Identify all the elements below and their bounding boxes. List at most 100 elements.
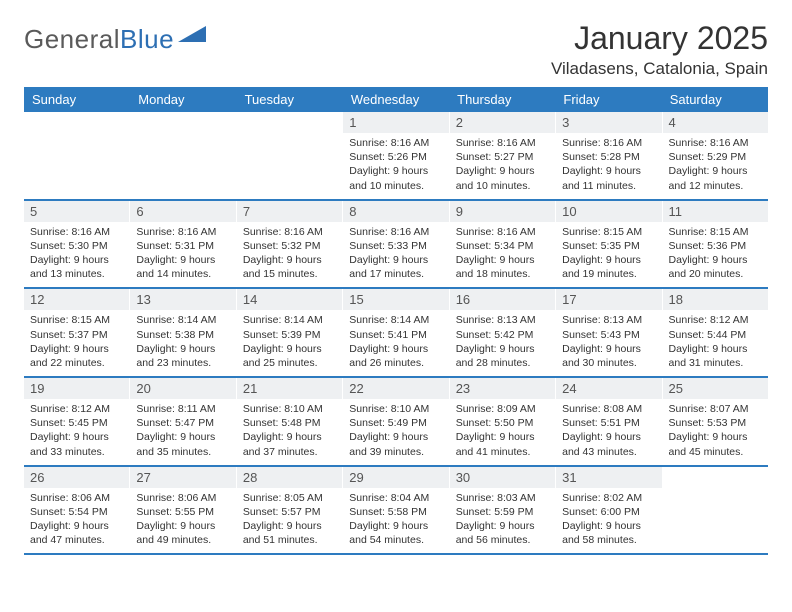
sunset-line: Sunset: 5:48 PM	[243, 416, 336, 430]
calendar-header-row: Sunday Monday Tuesday Wednesday Thursday…	[24, 87, 768, 112]
sunrise-value: 8:03 AM	[497, 492, 536, 504]
daylight-value: 9 hours and 25 minutes.	[243, 343, 322, 369]
sunrise-value: 8:09 AM	[497, 403, 536, 415]
sunset-line: Sunset: 5:58 PM	[349, 505, 442, 519]
day-cell: 14Sunrise: 8:14 AMSunset: 5:39 PMDayligh…	[237, 289, 343, 376]
calendar-body: 1Sunrise: 8:16 AMSunset: 5:26 PMDaylight…	[24, 112, 768, 555]
day-cell: 9Sunrise: 8:16 AMSunset: 5:34 PMDaylight…	[450, 201, 556, 288]
weekday-header: Thursday	[449, 87, 555, 112]
daylight-value: 9 hours and 11 minutes.	[562, 165, 641, 191]
daylight-line: Daylight: 9 hours and 56 minutes.	[456, 519, 549, 547]
day-details: Sunrise: 8:06 AMSunset: 5:54 PMDaylight:…	[24, 488, 129, 554]
day-details: Sunrise: 8:03 AMSunset: 5:59 PMDaylight:…	[450, 488, 555, 554]
sunrise-value: 8:13 AM	[497, 314, 536, 326]
day-details: Sunrise: 8:08 AMSunset: 5:51 PMDaylight:…	[556, 399, 661, 465]
daylight-value: 9 hours and 12 minutes.	[669, 165, 748, 191]
sunset-line: Sunset: 5:39 PM	[243, 328, 336, 342]
day-number: 7	[237, 201, 342, 222]
sunrise-value: 8:04 AM	[391, 492, 430, 504]
sunset-value: 5:42 PM	[494, 329, 533, 341]
sunset-line: Sunset: 5:43 PM	[562, 328, 655, 342]
daylight-line: Daylight: 9 hours and 20 minutes.	[669, 253, 762, 281]
sunrise-value: 8:05 AM	[284, 492, 323, 504]
sunset-line: Sunset: 5:35 PM	[562, 239, 655, 253]
day-cell	[24, 112, 130, 199]
sunrise-value: 8:16 AM	[710, 137, 749, 149]
weekday-header: Sunday	[24, 87, 130, 112]
day-cell: 5Sunrise: 8:16 AMSunset: 5:30 PMDaylight…	[24, 201, 130, 288]
day-cell: 24Sunrise: 8:08 AMSunset: 5:51 PMDayligh…	[556, 378, 662, 465]
sunset-line: Sunset: 6:00 PM	[562, 505, 655, 519]
day-cell: 6Sunrise: 8:16 AMSunset: 5:31 PMDaylight…	[130, 201, 236, 288]
sunset-line: Sunset: 5:57 PM	[243, 505, 336, 519]
daylight-line: Daylight: 9 hours and 58 minutes.	[562, 519, 655, 547]
daylight-value: 9 hours and 30 minutes.	[562, 343, 641, 369]
day-number: 1	[343, 112, 448, 133]
day-cell: 2Sunrise: 8:16 AMSunset: 5:27 PMDaylight…	[450, 112, 556, 199]
weekday-header: Tuesday	[237, 87, 343, 112]
sunset-line: Sunset: 5:45 PM	[30, 416, 123, 430]
day-details: Sunrise: 8:10 AMSunset: 5:49 PMDaylight:…	[343, 399, 448, 465]
day-cell: 15Sunrise: 8:14 AMSunset: 5:41 PMDayligh…	[343, 289, 449, 376]
daylight-line: Daylight: 9 hours and 25 minutes.	[243, 342, 336, 370]
day-number: 18	[663, 289, 768, 310]
sunrise-line: Sunrise: 8:16 AM	[349, 136, 442, 150]
daylight-value: 9 hours and 14 minutes.	[136, 254, 215, 280]
sunrise-line: Sunrise: 8:13 AM	[562, 313, 655, 327]
day-details: Sunrise: 8:15 AMSunset: 5:36 PMDaylight:…	[663, 222, 768, 288]
day-details: Sunrise: 8:10 AMSunset: 5:48 PMDaylight:…	[237, 399, 342, 465]
day-cell: 29Sunrise: 8:04 AMSunset: 5:58 PMDayligh…	[343, 467, 449, 554]
sunrise-value: 8:15 AM	[604, 226, 643, 238]
sunset-line: Sunset: 5:44 PM	[669, 328, 762, 342]
day-details: Sunrise: 8:13 AMSunset: 5:42 PMDaylight:…	[450, 310, 555, 376]
sunrise-line: Sunrise: 8:16 AM	[456, 225, 549, 239]
sunset-value: 5:31 PM	[175, 240, 214, 252]
day-cell: 18Sunrise: 8:12 AMSunset: 5:44 PMDayligh…	[663, 289, 768, 376]
sunrise-line: Sunrise: 8:16 AM	[136, 225, 229, 239]
daylight-value: 9 hours and 19 minutes.	[562, 254, 641, 280]
daylight-line: Daylight: 9 hours and 19 minutes.	[562, 253, 655, 281]
weekday-header: Monday	[130, 87, 236, 112]
sunrise-value: 8:13 AM	[604, 314, 643, 326]
sunrise-line: Sunrise: 8:06 AM	[30, 491, 123, 505]
sunrise-value: 8:16 AM	[604, 137, 643, 149]
daylight-value: 9 hours and 51 minutes.	[243, 520, 322, 546]
daylight-value: 9 hours and 56 minutes.	[456, 520, 535, 546]
day-number: 14	[237, 289, 342, 310]
sunset-value: 6:00 PM	[601, 506, 640, 518]
sunrise-line: Sunrise: 8:15 AM	[30, 313, 123, 327]
sunrise-value: 8:10 AM	[284, 403, 323, 415]
day-cell: 21Sunrise: 8:10 AMSunset: 5:48 PMDayligh…	[237, 378, 343, 465]
sunrise-line: Sunrise: 8:16 AM	[562, 136, 655, 150]
day-details: Sunrise: 8:16 AMSunset: 5:33 PMDaylight:…	[343, 222, 448, 288]
day-details: Sunrise: 8:15 AMSunset: 5:37 PMDaylight:…	[24, 310, 129, 376]
sunrise-line: Sunrise: 8:10 AM	[349, 402, 442, 416]
weekday-header: Friday	[555, 87, 661, 112]
day-details: Sunrise: 8:06 AMSunset: 5:55 PMDaylight:…	[130, 488, 235, 554]
daylight-line: Daylight: 9 hours and 26 minutes.	[349, 342, 442, 370]
day-number: 13	[130, 289, 235, 310]
day-cell: 1Sunrise: 8:16 AMSunset: 5:26 PMDaylight…	[343, 112, 449, 199]
sunset-line: Sunset: 5:36 PM	[669, 239, 762, 253]
day-details: Sunrise: 8:09 AMSunset: 5:50 PMDaylight:…	[450, 399, 555, 465]
sunrise-value: 8:10 AM	[391, 403, 430, 415]
sunrise-value: 8:15 AM	[71, 314, 110, 326]
sunrise-line: Sunrise: 8:03 AM	[456, 491, 549, 505]
sunset-line: Sunset: 5:31 PM	[136, 239, 229, 253]
daylight-value: 9 hours and 41 minutes.	[456, 431, 535, 457]
daylight-value: 9 hours and 26 minutes.	[349, 343, 428, 369]
day-cell: 30Sunrise: 8:03 AMSunset: 5:59 PMDayligh…	[450, 467, 556, 554]
daylight-value: 9 hours and 17 minutes.	[349, 254, 428, 280]
sunrise-value: 8:11 AM	[178, 403, 216, 415]
day-number: 11	[663, 201, 768, 222]
sunset-value: 5:30 PM	[69, 240, 108, 252]
daylight-value: 9 hours and 22 minutes.	[30, 343, 109, 369]
sunrise-line: Sunrise: 8:06 AM	[136, 491, 229, 505]
day-number: 19	[24, 378, 129, 399]
day-number: 16	[450, 289, 555, 310]
sunset-line: Sunset: 5:28 PM	[562, 150, 655, 164]
brand-name-2: Blue	[120, 24, 174, 54]
day-cell	[237, 112, 343, 199]
sunrise-value: 8:15 AM	[710, 226, 749, 238]
sunrise-value: 8:06 AM	[178, 492, 217, 504]
